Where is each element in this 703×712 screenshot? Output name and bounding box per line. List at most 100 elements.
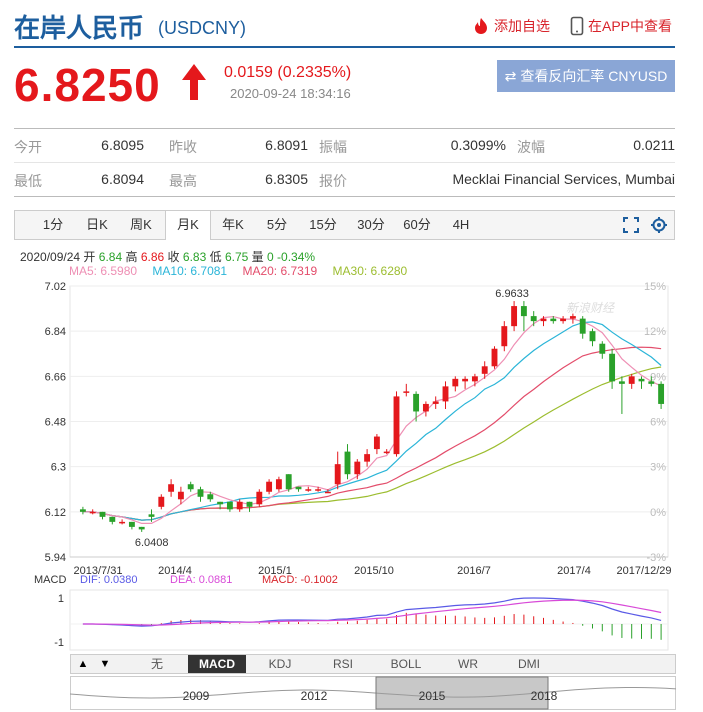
stat-label: 振幅 bbox=[319, 139, 347, 155]
volume-value: 0 bbox=[267, 250, 274, 264]
y-pct-tick-label: 0% bbox=[650, 507, 666, 519]
ma20-line bbox=[82, 346, 662, 521]
candle-body bbox=[168, 484, 175, 492]
x-tick-label: 2015/10 bbox=[354, 565, 394, 577]
candle-body bbox=[413, 393, 420, 412]
ma-info: MA5: 6.5980 MA10: 6.7081 MA20: 6.7319 MA… bbox=[69, 264, 419, 278]
tab-weekly[interactable]: 周K bbox=[130, 217, 152, 232]
settings-icon[interactable] bbox=[651, 217, 667, 233]
candle-body bbox=[442, 386, 449, 402]
candle-body bbox=[275, 479, 282, 490]
tab-5min[interactable]: 5分 bbox=[266, 217, 288, 232]
quote-time: 2020-09-24 18:34:16 bbox=[230, 86, 351, 101]
close-label: 收 bbox=[167, 250, 180, 264]
tab-4h[interactable]: 4H bbox=[452, 217, 470, 232]
pct-change: -0.34% bbox=[277, 250, 316, 264]
candle-body bbox=[550, 318, 557, 322]
macd-title: MACD bbox=[34, 574, 66, 586]
indicator-dmi[interactable]: DMI bbox=[518, 657, 540, 671]
range-navigator[interactable]: 2009 2012 2015 2018 bbox=[70, 676, 676, 710]
indicator-kdj[interactable]: KDJ bbox=[268, 657, 292, 671]
stat-value: 0.0211 bbox=[633, 137, 675, 153]
x-tick-label: 2015/1 bbox=[258, 565, 292, 577]
stat-label: 昨收 bbox=[169, 139, 197, 155]
tab-15min[interactable]: 15分 bbox=[309, 217, 337, 232]
scroll-up-arrow-icon[interactable]: ▲ bbox=[77, 658, 89, 670]
ma30-value: MA30: 6.6280 bbox=[332, 264, 408, 278]
candle-body bbox=[177, 491, 184, 500]
indicator-rsi[interactable]: RSI bbox=[332, 657, 353, 671]
tab-monthly[interactable]: 月K bbox=[165, 211, 211, 240]
stat-label: 最高 bbox=[169, 173, 197, 189]
y-tick-label: 6.3 bbox=[51, 462, 66, 474]
ma10-line bbox=[82, 321, 662, 521]
candle-body bbox=[158, 496, 165, 507]
candle-body bbox=[266, 481, 273, 492]
stat-value: 6.8091 bbox=[265, 137, 308, 153]
candle-body bbox=[403, 391, 410, 393]
x-tick-label: 2014/4 bbox=[158, 565, 192, 577]
y-pct-tick-label: 9% bbox=[650, 371, 666, 383]
candle-body bbox=[295, 486, 302, 490]
y-tick-label: 6.66 bbox=[45, 371, 66, 383]
add-watchlist-label: 添加自选 bbox=[494, 18, 550, 34]
add-watchlist-button[interactable]: 添加自选 bbox=[472, 16, 550, 36]
candle-body bbox=[79, 509, 86, 512]
current-price: 6.8250 bbox=[14, 59, 161, 111]
fullscreen-icon[interactable] bbox=[623, 217, 639, 233]
candle-body bbox=[138, 526, 145, 530]
low-value: 6.75 bbox=[224, 250, 249, 264]
high-value: 6.86 bbox=[140, 250, 165, 264]
candle-body bbox=[471, 376, 478, 382]
candle-body bbox=[609, 353, 616, 382]
candle-body bbox=[599, 343, 606, 354]
tab-60min[interactable]: 60分 bbox=[403, 217, 431, 232]
volume-label: 量 bbox=[251, 250, 264, 264]
reverse-rate-button[interactable]: ⇄ 查看反向汇率 CNYUSD bbox=[497, 60, 675, 92]
candle-body bbox=[305, 489, 312, 491]
candle-body bbox=[256, 491, 263, 505]
x-tick-label: 2017/4 bbox=[557, 565, 591, 577]
tab-yearly[interactable]: 年K bbox=[222, 217, 244, 232]
navigator-window[interactable] bbox=[375, 676, 549, 710]
watermark: 新浪财经 bbox=[566, 301, 616, 315]
tab-30min[interactable]: 30分 bbox=[357, 217, 385, 232]
currency-code: (USDCNY) bbox=[158, 18, 246, 38]
tab-1min[interactable]: 1分 bbox=[42, 217, 64, 232]
indicator-macd[interactable]: MACD bbox=[188, 655, 246, 673]
open-in-app-button[interactable]: 在APP中查看 bbox=[570, 16, 672, 36]
stat-value: 6.8094 bbox=[101, 171, 144, 187]
x-tick-label: 2013/7/31 bbox=[74, 565, 123, 577]
candle-body bbox=[501, 326, 508, 347]
candle-body bbox=[481, 366, 488, 374]
indicator-wr[interactable]: WR bbox=[458, 657, 478, 671]
candle-body bbox=[226, 501, 233, 510]
candle-body bbox=[109, 516, 116, 522]
indicator-boll[interactable]: BOLL bbox=[390, 657, 422, 671]
kline-chart[interactable]: 7.02 15% 6.84 12% 6.66 9% 6.48 6% 6.3 3% 6.12 0% 5.9… bbox=[0, 278, 703, 652]
candle-body bbox=[452, 378, 459, 387]
tab-daily[interactable]: 日K bbox=[86, 217, 108, 232]
stat-label: 波幅 bbox=[517, 139, 545, 155]
reverse-rate-label: 查看反向汇率 CNYUSD bbox=[520, 68, 668, 84]
candle-body bbox=[119, 521, 126, 524]
candle-body bbox=[658, 383, 665, 404]
y-tick-label: 5.94 bbox=[45, 552, 66, 564]
y-tick-label: 6.48 bbox=[45, 417, 66, 429]
candle-body bbox=[393, 396, 400, 455]
macd-dif-value: DIF: 0.0380 bbox=[80, 574, 137, 586]
stat-value: 6.8095 bbox=[101, 137, 144, 153]
indicator-none[interactable]: 无 bbox=[150, 657, 163, 671]
candle-body bbox=[540, 318, 547, 322]
period-tabs: 1分 日K 周K 月K 年K 5分 15分 30分 60分 4H bbox=[14, 210, 675, 240]
ma20-value: MA20: 6.7319 bbox=[242, 264, 318, 278]
y-pct-tick-label: -3% bbox=[646, 552, 666, 564]
scroll-down-arrow-icon[interactable]: ▼ bbox=[99, 658, 111, 670]
open-label: 开 bbox=[83, 250, 96, 264]
candle-body bbox=[462, 378, 469, 382]
candle-body bbox=[511, 306, 518, 327]
ma5-value: MA5: 6.5980 bbox=[69, 264, 138, 278]
y-tick-label: 7.02 bbox=[45, 281, 66, 293]
stat-label: 报价 bbox=[319, 173, 347, 189]
candle-body bbox=[236, 501, 243, 510]
